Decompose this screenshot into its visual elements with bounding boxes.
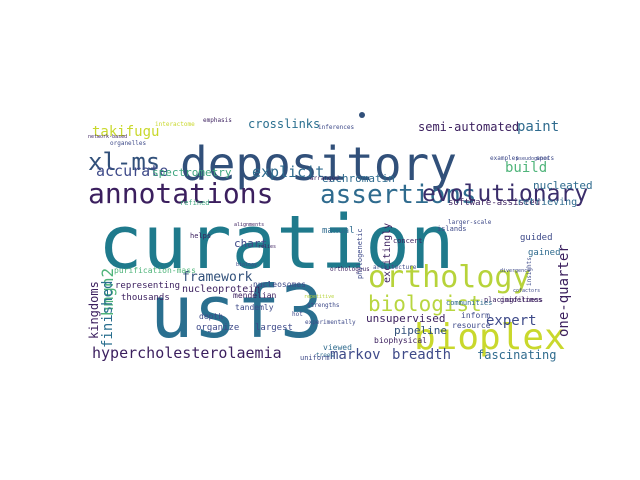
word-finished: finished (100, 281, 116, 348)
word-larger-scale: larger-scale (448, 219, 492, 226)
word-euchromatin: euchromatin (322, 172, 395, 185)
word-unsupervised: unsupervised (366, 312, 445, 325)
word-depository: depository (180, 137, 457, 191)
word-pipeline: pipeline (394, 324, 447, 337)
word-guided: guided (520, 233, 553, 243)
word-expert: expert (486, 313, 537, 329)
word-takifugu: takifugu (92, 124, 159, 140)
word-communities: communities (446, 299, 492, 307)
word-paint: paint (517, 119, 559, 135)
word-semi-automated: semi-automated (418, 120, 519, 134)
word-insights: insights (526, 257, 533, 286)
word-organize: organize (196, 323, 239, 333)
word-evolutionary: evolutionary (422, 181, 588, 207)
word-thousands: thousands (121, 293, 170, 303)
word-nucleated: nucleated (533, 179, 593, 192)
word-framework: framework (182, 270, 253, 285)
word-inform: inform (461, 311, 490, 320)
word-nucleoprotein: nucleoprotein (182, 284, 260, 295)
word-helps: helps (190, 232, 211, 240)
word-organelles: organelles (110, 140, 147, 147)
word-islands: islands (437, 225, 467, 233)
word-explicit: explicit (252, 163, 324, 181)
word-repetitive: repetitive (304, 294, 334, 300)
word-spots: spots (536, 155, 554, 162)
word-manual: manual (322, 226, 355, 236)
word-biology: biology (236, 262, 257, 268)
word-emphasis: emphasis (203, 117, 232, 124)
word-cofactors: cofactors (513, 288, 540, 294)
word-tandemly: tandemly (235, 303, 274, 312)
word-xl-ms: xl-ms (88, 148, 160, 176)
word-network-based: network-based (88, 134, 127, 140)
word-biologist: biologist (368, 292, 482, 316)
dot-mark (359, 112, 365, 118)
word-gained: gained (528, 248, 561, 258)
word-software-assisted: software-assisted (448, 198, 540, 208)
word-inferences: inferences (318, 124, 355, 131)
word-orthology: orthology (368, 260, 531, 295)
word-refined: refined (180, 199, 210, 207)
word-usf3: usf3 (150, 270, 323, 354)
word-biophysical: biophysical (374, 336, 427, 345)
word-concert: concert (393, 237, 423, 245)
word-bioplex: bioplex (414, 317, 566, 358)
word-largest: largest (255, 323, 293, 333)
word-hypercholesterolaemia: hypercholesterolaemia (92, 344, 282, 362)
word-orthologous: orthologous (330, 266, 370, 273)
word-uniform: uniform (300, 354, 330, 362)
word-phylogenetic: phylogenetic (356, 228, 364, 279)
word-alignments: alignments (234, 222, 264, 228)
word-retrieving: retrieving (517, 197, 577, 208)
word-fascinating: fascinating (477, 348, 556, 362)
word-accurate: accurate (96, 162, 168, 180)
word-placingfitness: placingfitness (484, 296, 543, 304)
word-build: build (505, 160, 547, 176)
word-chart: chart (234, 237, 267, 250)
word-guidelines: guidelines (500, 296, 542, 304)
word-curation: curation (98, 200, 454, 286)
word-kingdoms: kingdoms (87, 281, 101, 339)
word-viewed: viewed (323, 343, 352, 352)
word-interactome: interactome (155, 121, 195, 128)
word-examples: examples (490, 155, 519, 162)
word-divergence: divergence (500, 268, 530, 274)
word-annotations: annotations (88, 177, 273, 210)
word-breadth: breadth (392, 347, 451, 363)
word-depth: depth (199, 312, 223, 321)
word-pseudogenes: pseudogenes (516, 156, 549, 162)
word-excitingly: excitingly (382, 223, 393, 283)
word-experimentally: experimentally (305, 319, 356, 326)
word-resource: resource (452, 321, 491, 330)
word-one-quarter: one-quarter (556, 244, 572, 337)
word-arranged: arranged (310, 175, 339, 182)
word-crosslinks: crosslinks (248, 117, 320, 131)
word-hot: hot (292, 311, 303, 318)
word-architecture: architecture (373, 264, 417, 271)
word-nucleosomes: nucleosomes (253, 280, 306, 289)
word-relies: relies (258, 244, 276, 250)
word-representing: representing (115, 281, 180, 291)
word-assertions: assertions (320, 180, 477, 210)
word-markov: markov (330, 347, 381, 363)
word-strengths: strengths (307, 302, 340, 309)
word-trees: trees (316, 352, 334, 359)
word-purification-mass: purification-mass (114, 266, 196, 275)
word-mendelian: mendelian (233, 291, 277, 300)
word-spectrometry: spectrometry (152, 166, 232, 179)
word-hmgn2: hmgn2 (98, 268, 117, 316)
